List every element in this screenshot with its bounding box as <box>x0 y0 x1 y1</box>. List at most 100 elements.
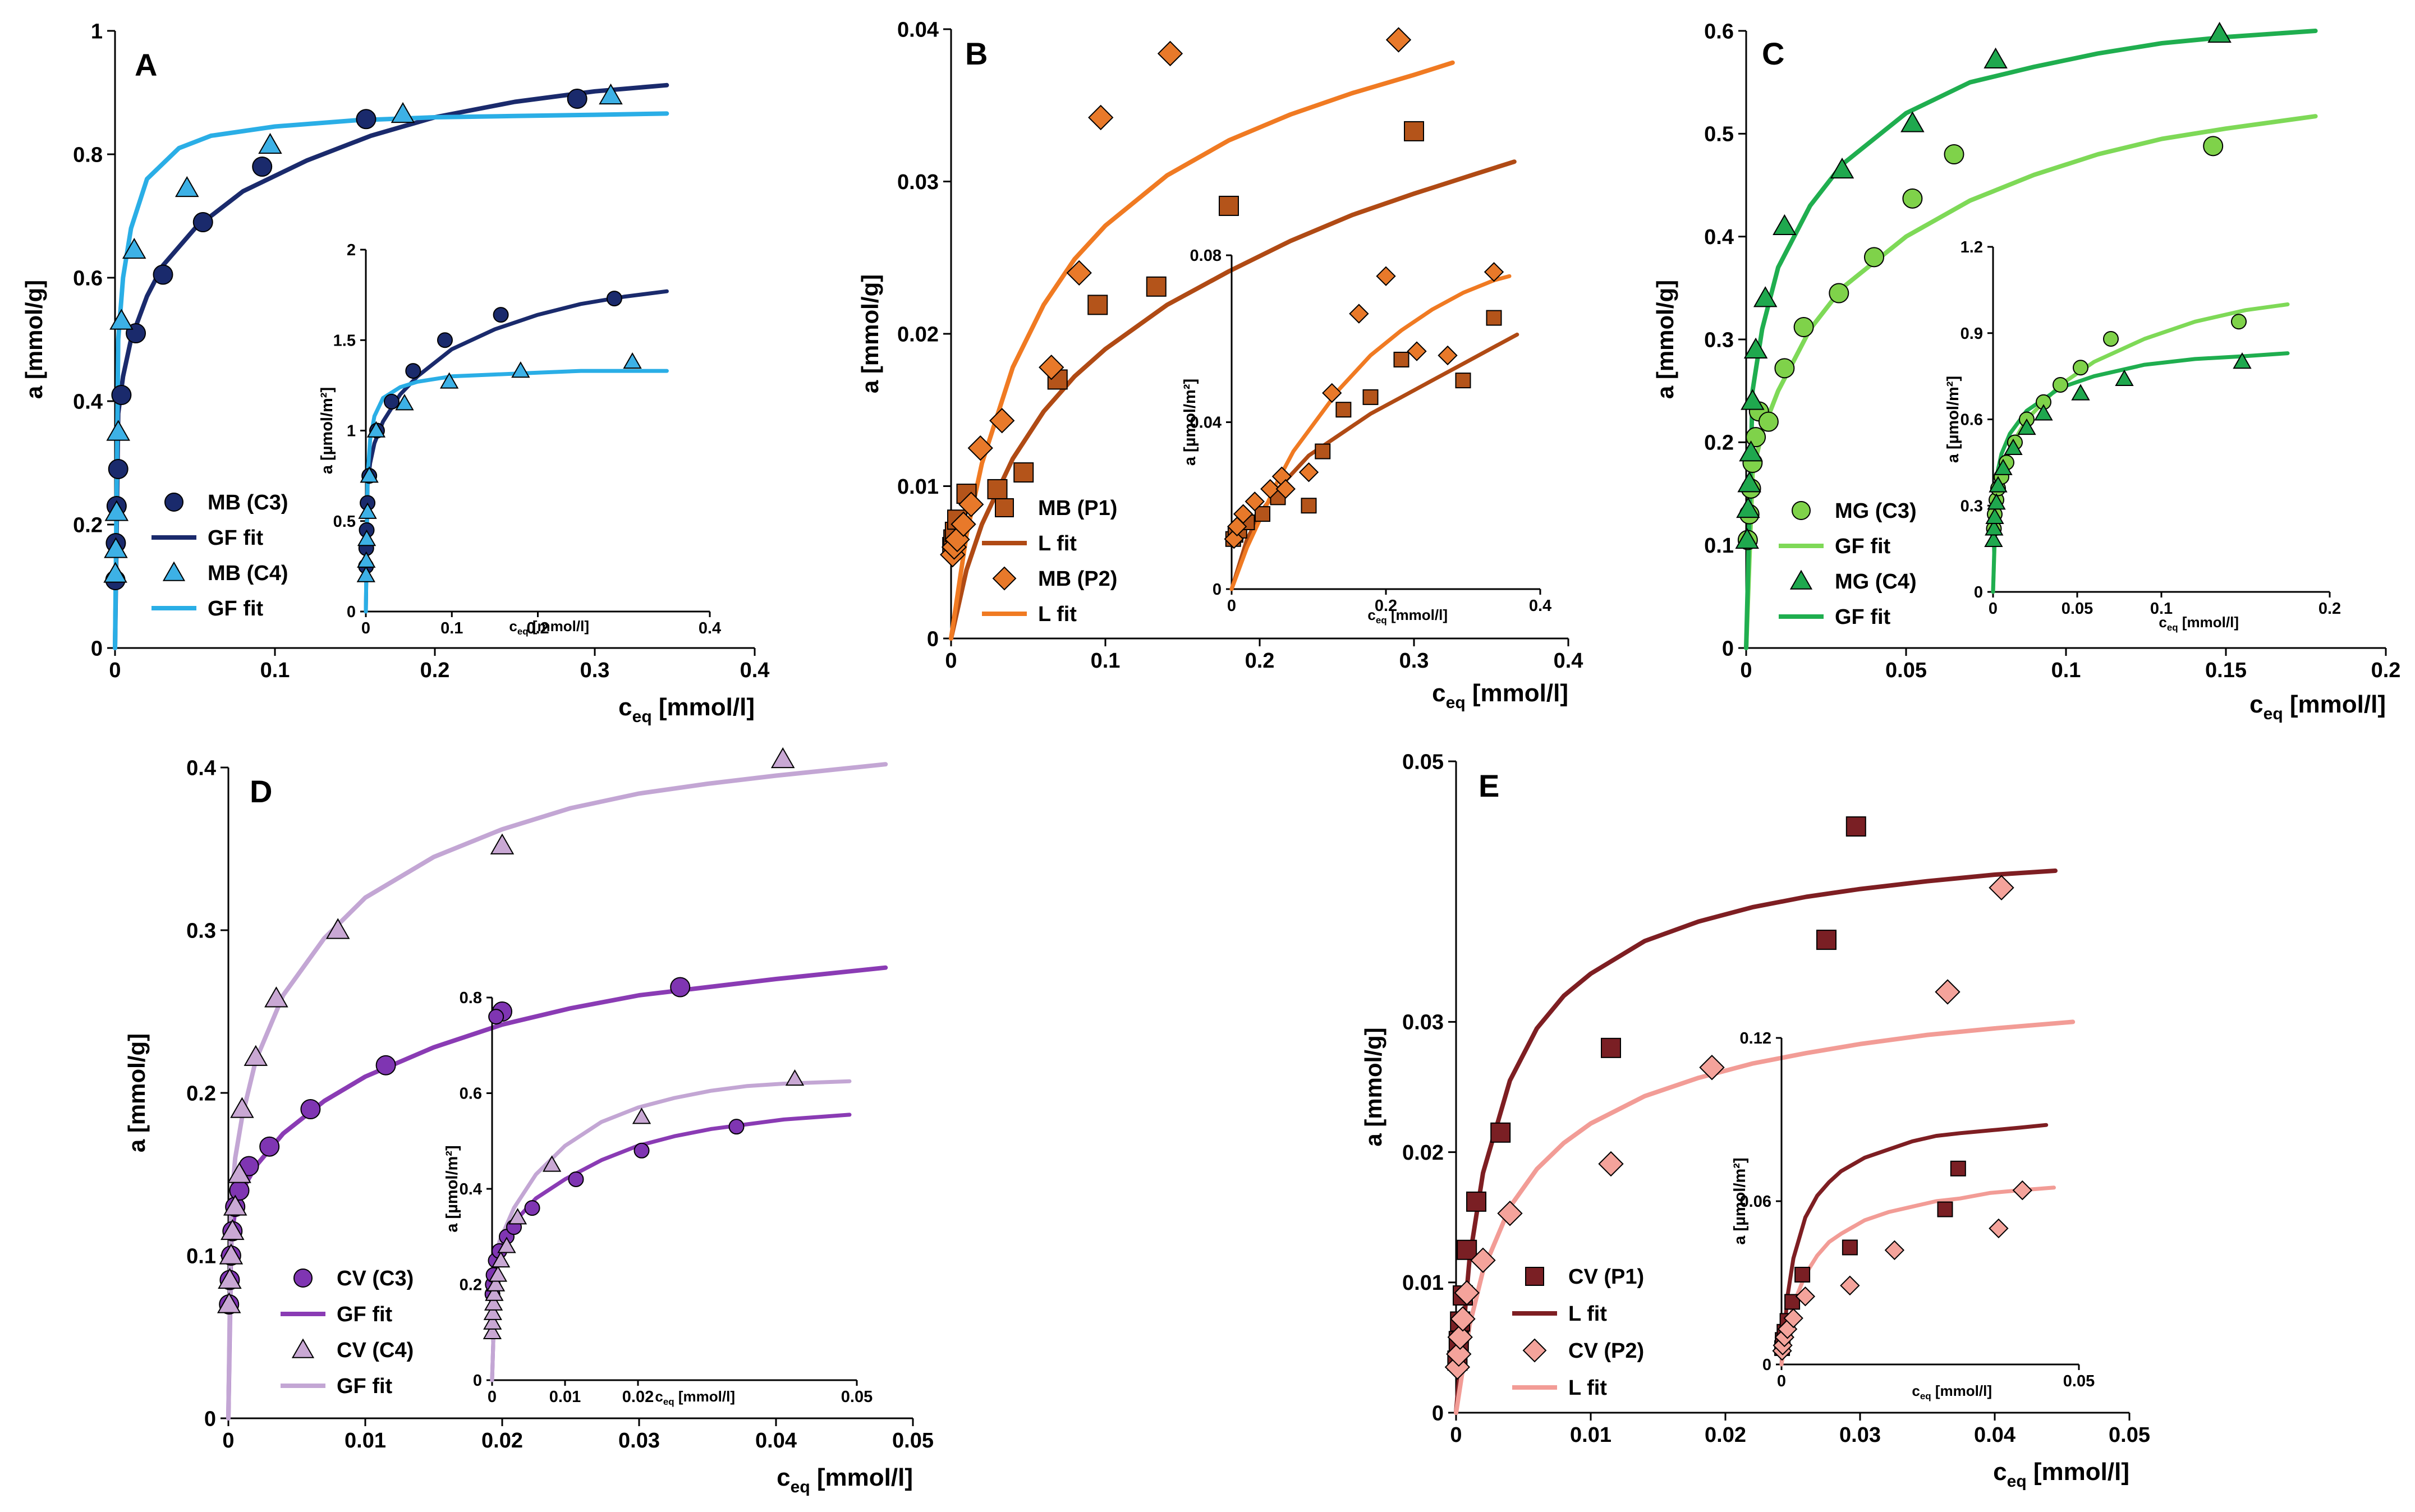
x-axis-label-main: c <box>618 693 632 721</box>
x-tick-label: 0 <box>488 1388 497 1406</box>
x-axis-label-unit: [mmol/l] <box>652 693 755 721</box>
data-point <box>108 459 128 479</box>
data-point <box>483 1313 502 1330</box>
data-point <box>2012 1180 2032 1201</box>
data-point <box>192 212 213 232</box>
data-point <box>1385 27 1412 53</box>
legend-label: GF fit <box>208 526 264 550</box>
data-point <box>1486 310 1502 326</box>
legend-label: L fit <box>1568 1376 1607 1400</box>
data-point <box>1088 104 1114 131</box>
x-tick-label: 0.2 <box>1375 597 1397 615</box>
fit-line <box>113 111 669 650</box>
data-point <box>1984 47 2008 68</box>
data-point <box>1393 351 1409 367</box>
data-point <box>1840 1275 1860 1296</box>
y-tick-label: 0.02 <box>897 323 939 346</box>
legend-label: CV (P2) <box>1568 1339 1644 1363</box>
x-axis-label-unit: [mmol/l] <box>2178 614 2239 631</box>
data-point <box>1404 121 1424 141</box>
x-tick-label: 0 <box>1777 1372 1786 1390</box>
fit-line <box>1454 1019 2076 1415</box>
y-tick-label: 0 <box>1213 581 1222 599</box>
y-axis-label: a [µmol/m²] <box>1944 376 1962 463</box>
panel-c: 0 0.05 0.1 0.15 0.2 0 0.1 0.2 0.3 0.4 0.5 0.6 a [mmo… <box>1652 20 2400 723</box>
data-point <box>111 385 132 405</box>
panel-a: 0 0.1 0.2 0.3 0.400.20.40.60.81a [mmol/g]ceq… <box>21 20 769 726</box>
x-tick-label: 0.05 <box>841 1388 873 1406</box>
legend-label: MB (C4) <box>208 562 288 585</box>
data-point <box>508 1208 527 1225</box>
fit-line <box>949 60 1455 641</box>
data-point <box>1795 1286 1816 1307</box>
y-tick-label: 0 <box>1762 1356 1771 1374</box>
y-tick-label: 0.5 <box>333 513 356 531</box>
x-axis-label-subscript: eq <box>2264 705 2283 723</box>
y-tick-label: 0.02 <box>1402 1141 1444 1165</box>
y-tick-label: 0.4 <box>73 390 103 413</box>
y-tick-label: 0.9 <box>1961 325 1983 343</box>
data-point <box>1944 144 1964 164</box>
data-point <box>360 466 379 483</box>
x-axis-label-subscript: eq <box>791 1478 810 1496</box>
x-axis-label: ceq [mmol/l] <box>655 1388 735 1407</box>
legend-label: MB (C3) <box>208 491 288 514</box>
data-point <box>1457 1239 1477 1260</box>
x-axis-label: ceq [mmol/l] <box>1912 1382 1992 1401</box>
data-point <box>366 421 386 438</box>
data-point <box>2004 438 2023 455</box>
x-tick-label: 0.1 <box>1091 649 1121 673</box>
data-point <box>1739 440 1763 462</box>
main-plot: 0 0.05 0.1 0.15 0.2 0 0.1 0.2 0.3 0.4 0.5 0.6 a [mmo… <box>1652 20 2400 723</box>
x-axis-label-subscript: eq <box>632 707 652 726</box>
x-tick-label: 0 <box>109 659 121 682</box>
data-point <box>1773 214 1797 235</box>
x-tick-label: 0.04 <box>755 1429 797 1453</box>
data-point <box>1066 260 1092 286</box>
y-tick-label: 0.4 <box>186 756 216 780</box>
legend-label: GF fit <box>208 597 264 621</box>
x-tick-label: 0.3 <box>1399 649 1429 673</box>
x-tick-label: 0.2 <box>420 659 450 682</box>
data-point <box>439 372 459 389</box>
data-point <box>356 566 375 582</box>
y-tick-label: 0.03 <box>897 171 939 194</box>
data-point <box>1758 411 1779 432</box>
data-point <box>217 1292 241 1313</box>
y-tick-label: 0.2 <box>186 1082 216 1105</box>
x-tick-label: 0.02 <box>1705 1423 1746 1447</box>
data-point <box>2017 418 2036 435</box>
y-tick-label: 0.6 <box>73 266 103 290</box>
data-point <box>491 1251 511 1268</box>
data-point <box>728 1119 745 1135</box>
legend-marker <box>293 1269 313 1288</box>
data-point <box>1455 373 1471 389</box>
data-point <box>227 1162 251 1183</box>
data-point <box>1039 355 1064 380</box>
legend-marker <box>164 493 183 512</box>
x-axis-label-subscript: eq <box>1920 1391 1931 1401</box>
x-axis-label: ceq [mmol/l] <box>1367 606 1448 626</box>
data-point <box>221 1219 245 1240</box>
x-axis-label-unit: [mmol/l] <box>674 1388 735 1405</box>
y-tick-label: 2 <box>347 241 356 259</box>
panel-label: E <box>1479 768 1499 803</box>
y-tick-label: 0.06 <box>1740 1193 1771 1211</box>
x-tick-label: 0.1 <box>260 659 290 682</box>
data-point <box>258 132 282 154</box>
data-point <box>1753 286 1778 307</box>
y-axis-label: a [µmol/m²] <box>318 387 336 474</box>
data-point <box>325 918 350 939</box>
data-point <box>1783 1308 1803 1329</box>
data-point <box>383 393 400 410</box>
data-point <box>567 89 587 109</box>
data-point <box>1438 345 1458 366</box>
y-tick-label: 0 <box>1722 637 1734 660</box>
data-point <box>1447 1324 1473 1350</box>
main-plot: 0 0.01 0.02 0.03 0.04 0.05 0 0.01 0.02 0.03 0.05 a … <box>1360 750 2150 1491</box>
y-tick-label: 0.04 <box>897 18 939 42</box>
x-axis-label-main: c <box>1993 1458 2007 1486</box>
main-plot: 0 0.1 0.2 0.3 0.400.20.40.60.81a [mmol/g]ceq… <box>21 20 769 726</box>
data-point <box>606 291 622 307</box>
